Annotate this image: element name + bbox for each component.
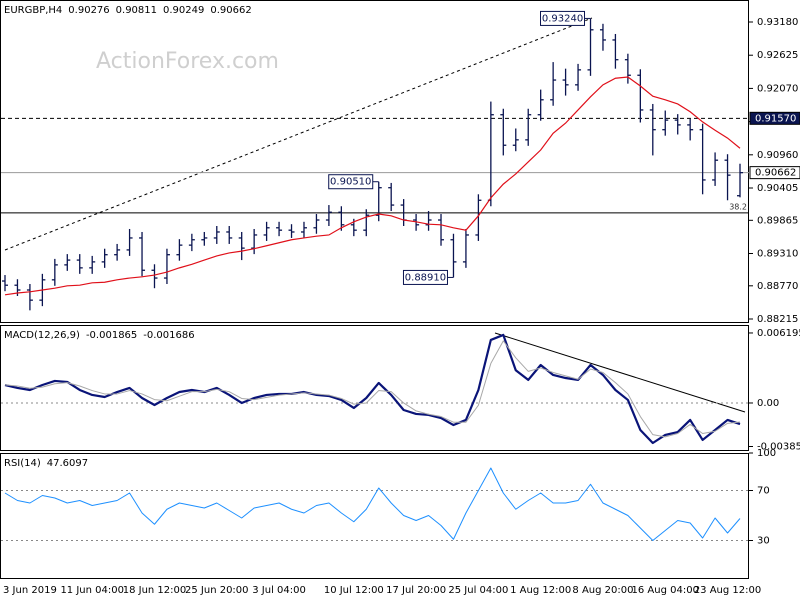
header-value: 0.90662 <box>210 5 251 16</box>
y-tick-label: -0.003851 <box>757 442 800 453</box>
y-tick-label: 0.90960 <box>757 150 798 161</box>
level-label: 38.2 <box>729 202 747 211</box>
x-tick-label: 25 Jul 04:00 <box>448 585 508 596</box>
annotation-box <box>540 10 586 26</box>
x-tick-label: 16 Aug 04:00 <box>632 585 699 596</box>
annotation-label: 0.93240 <box>542 13 583 24</box>
x-tick-label: 3 Jun 2019 <box>3 585 57 596</box>
header-value: 0.90249 <box>163 5 204 16</box>
y-tick-label: 0.89310 <box>757 249 798 260</box>
pane-header: RSI(14) 47.6097 <box>4 458 88 469</box>
x-tick-label: 18 Jun 12:00 <box>123 585 187 596</box>
header-value: 0.90276 <box>68 5 109 16</box>
y-tick-label: 0.89865 <box>757 215 798 226</box>
moving-average <box>4 76 741 296</box>
y-tick-label: 100 <box>757 448 776 459</box>
y-tick-label: 0.88770 <box>757 281 798 292</box>
annotation-box <box>328 174 374 190</box>
level-label: 0.90662 <box>755 168 796 179</box>
header-value: -0.001865 <box>86 330 137 341</box>
x-tick-label: 8 Aug 20:00 <box>572 585 633 596</box>
x-tick-label: 11 Jun 04:00 <box>60 585 124 596</box>
x-tick-label: 1 Aug 12:00 <box>510 585 571 596</box>
y-tick-label: 0.92625 <box>757 50 798 61</box>
x-tick-label: 25 Jun 20:00 <box>185 585 249 596</box>
indicator-line <box>4 333 741 445</box>
y-tick-label: 0.90405 <box>757 183 798 194</box>
annotation-box <box>402 269 448 285</box>
rsi-pane <box>0 453 749 579</box>
x-tick-label: 17 Jul 20:00 <box>386 585 446 596</box>
macd-pane <box>0 325 749 451</box>
x-tick-label: 23 Aug 12:00 <box>694 585 761 596</box>
header-value: -0.001686 <box>143 330 194 341</box>
indicator-line <box>4 467 741 541</box>
y-tick-label: 0.93180 <box>757 17 798 28</box>
y-tick-label: 0.92070 <box>757 83 798 94</box>
pane-header: EURGBP,H4 0.90276 0.90811 0.90249 0.90662 <box>4 5 252 16</box>
level-tag <box>749 111 800 125</box>
annotation-label: 0.90510 <box>330 177 371 188</box>
price-pane <box>0 0 749 323</box>
header-value: 0.90811 <box>116 5 157 16</box>
annotation-label: 0.88910 <box>405 272 446 283</box>
pane-title: EURGBP,H4 <box>4 5 62 16</box>
indicator-line <box>4 340 741 438</box>
y-tick-label: 30 <box>757 536 770 547</box>
level-label: 0.91570 <box>755 113 796 124</box>
pane-header: MACD(12,26,9) -0.001865 -0.001686 <box>4 330 195 341</box>
y-tick-label: 0.00 <box>757 398 779 409</box>
y-tick-label: 0.88215 <box>757 314 798 325</box>
x-tick-label: 3 Jul 04:00 <box>252 585 306 596</box>
pane-title: MACD(12,26,9) <box>4 330 80 341</box>
y-tick-label: 0.006195 <box>757 328 800 339</box>
header-value: 47.6097 <box>47 458 88 469</box>
x-tick-label: 10 Jul 12:00 <box>324 585 384 596</box>
pane-title: RSI(14) <box>4 458 41 469</box>
macd-trend-line <box>494 332 746 413</box>
y-tick-label: 70 <box>757 486 770 497</box>
level-tag <box>749 166 800 180</box>
watermark: ActionForex.com <box>96 49 279 74</box>
